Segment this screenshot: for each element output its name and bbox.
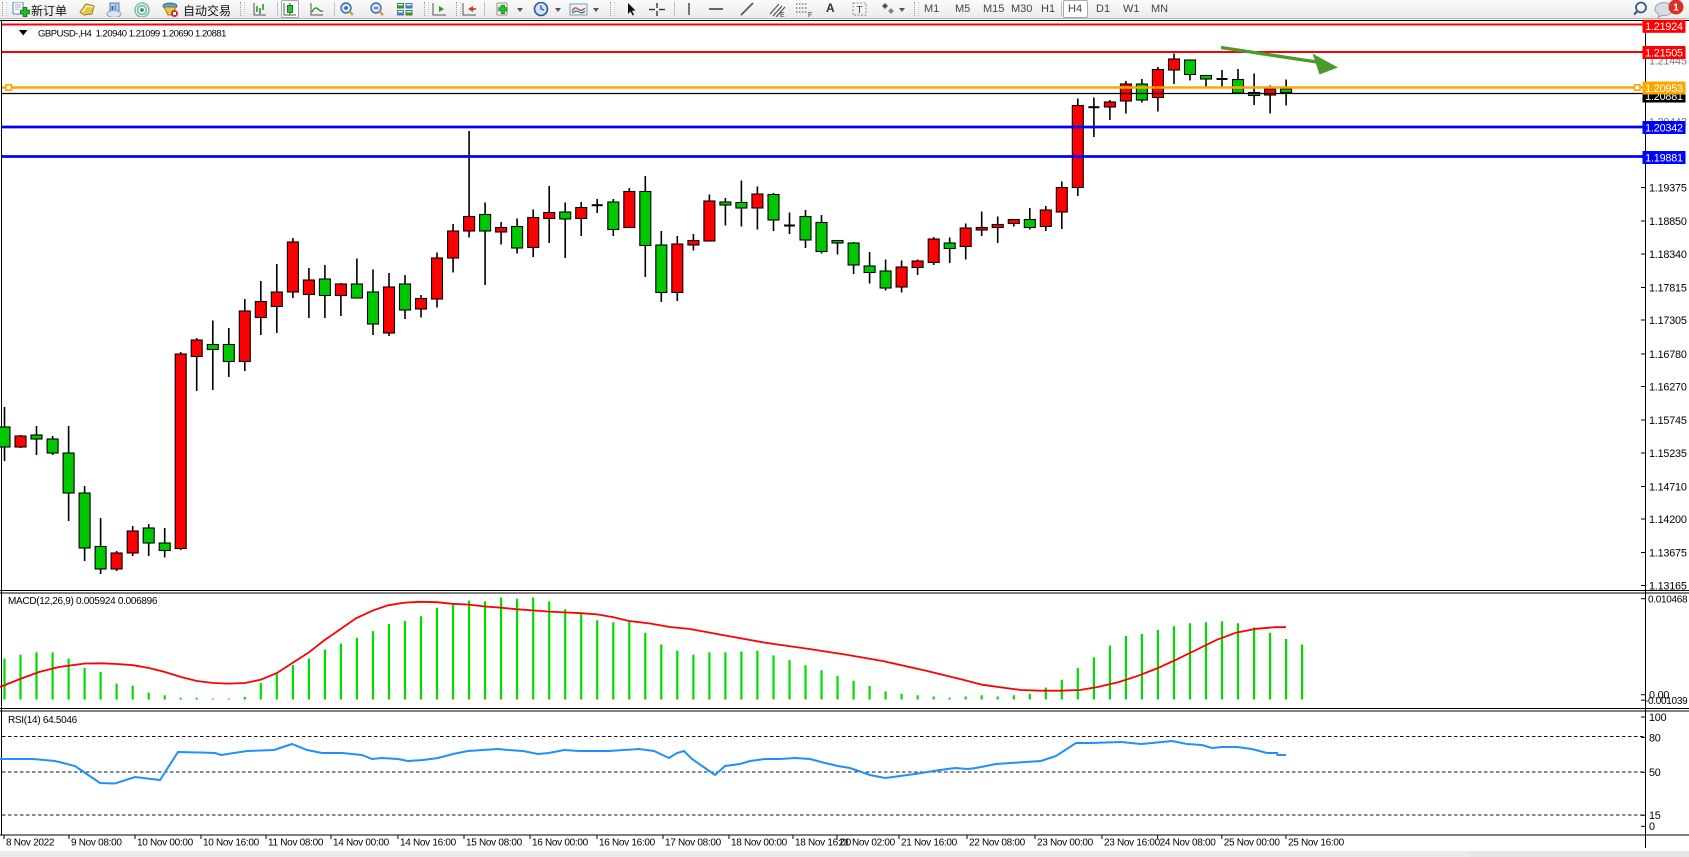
svg-text:50: 50 — [1649, 767, 1661, 779]
svg-text:21 Nov 02:00: 21 Nov 02:00 — [839, 838, 896, 849]
svg-text:1.14710: 1.14710 — [1649, 481, 1687, 493]
svg-text:10 Nov 00:00: 10 Nov 00:00 — [137, 838, 194, 849]
svg-text:1.19881: 1.19881 — [1645, 152, 1683, 164]
svg-text:22 Nov 08:00: 22 Nov 08:00 — [969, 838, 1026, 849]
svg-text:1.21505: 1.21505 — [1645, 47, 1683, 59]
svg-text:80: 80 — [1649, 732, 1661, 744]
svg-text:MACD(12,26,9) 0.005924 0.00689: MACD(12,26,9) 0.005924 0.006896 — [8, 596, 158, 607]
svg-text:8 Nov 2022: 8 Nov 2022 — [6, 838, 55, 849]
svg-text:E: E — [780, 12, 785, 17]
svg-text:14 Nov 00:00: 14 Nov 00:00 — [333, 838, 390, 849]
svg-text:18 Nov 00:00: 18 Nov 00:00 — [731, 838, 788, 849]
svg-text:F: F — [808, 12, 812, 17]
svg-text:18 Nov 16:00: 18 Nov 16:00 — [795, 838, 852, 849]
svg-text:25 Nov 00:00: 25 Nov 00:00 — [1224, 838, 1281, 849]
svg-text:10 Nov 16:00: 10 Nov 16:00 — [203, 838, 260, 849]
svg-text:1.16780: 1.16780 — [1649, 349, 1687, 361]
svg-text:14 Nov 16:00: 14 Nov 16:00 — [400, 838, 457, 849]
svg-text:1: 1 — [1673, 3, 1679, 14]
svg-text:21 Nov 16:00: 21 Nov 16:00 — [901, 838, 958, 849]
svg-text:0.010468: 0.010468 — [1648, 595, 1688, 606]
svg-text:T: T — [857, 5, 863, 16]
svg-text:100: 100 — [1649, 712, 1667, 724]
svg-text:15 Nov 08:00: 15 Nov 08:00 — [466, 838, 523, 849]
svg-text:11 Nov 08:00: 11 Nov 08:00 — [268, 838, 324, 849]
svg-text:1.20953: 1.20953 — [1645, 83, 1683, 95]
svg-text:1.17305: 1.17305 — [1649, 315, 1687, 327]
svg-text:1.16270: 1.16270 — [1649, 381, 1687, 393]
svg-text:1.15745: 1.15745 — [1649, 415, 1687, 427]
svg-text:1.14200: 1.14200 — [1649, 514, 1687, 526]
svg-text:1.13675: 1.13675 — [1649, 547, 1687, 559]
svg-text:1.15235: 1.15235 — [1649, 448, 1687, 460]
svg-text:23 Nov 00:00: 23 Nov 00:00 — [1037, 838, 1094, 849]
svg-text:17 Nov 08:00: 17 Nov 08:00 — [665, 838, 722, 849]
svg-text:16 Nov 16:00: 16 Nov 16:00 — [599, 838, 656, 849]
svg-text:1.17815: 1.17815 — [1649, 282, 1687, 294]
svg-text:15: 15 — [1649, 810, 1661, 822]
svg-text:0: 0 — [1649, 821, 1655, 833]
svg-text:1.18340: 1.18340 — [1649, 249, 1687, 261]
svg-text:23 Nov 16:00: 23 Nov 16:00 — [1104, 838, 1161, 849]
svg-text:1.21924: 1.21924 — [1645, 21, 1683, 33]
svg-text:1.20342: 1.20342 — [1645, 122, 1683, 134]
svg-text:GBPUSD-,H4 1.20940 1.21099 1.: GBPUSD-,H4 1.20940 1.21099 1.20690 1.208… — [38, 29, 226, 40]
svg-text:-0.001039: -0.001039 — [1645, 696, 1688, 707]
svg-text:25 Nov 16:00: 25 Nov 16:00 — [1288, 838, 1345, 849]
svg-text:16 Nov 00:00: 16 Nov 00:00 — [532, 838, 589, 849]
svg-text:0.00: 0.00 — [1649, 690, 1669, 702]
svg-text:9 Nov 08:00: 9 Nov 08:00 — [71, 838, 122, 849]
svg-text:24 Nov 08:00: 24 Nov 08:00 — [1160, 838, 1217, 849]
svg-text:1.19375: 1.19375 — [1649, 182, 1687, 194]
svg-text:RSI(14) 64.5046: RSI(14) 64.5046 — [8, 715, 78, 726]
svg-text:1.13165: 1.13165 — [1649, 580, 1687, 592]
svg-text:1.18850: 1.18850 — [1649, 216, 1687, 228]
